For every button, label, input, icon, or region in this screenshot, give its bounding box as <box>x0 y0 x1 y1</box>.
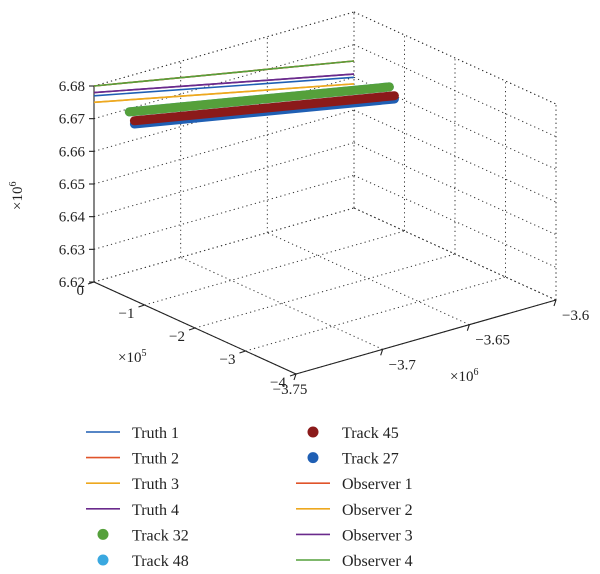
grid-line-floor-y <box>144 230 405 306</box>
legend: Truth 1 Truth 2 Truth 3 Truth 4 Track 32 Trac… <box>86 425 413 570</box>
grid-line-side-z <box>353 207 557 301</box>
legend-label-observer-4: Observer 4 <box>342 553 413 570</box>
legend-swatch-track-45 <box>307 426 319 438</box>
grid-line-back-z <box>93 76 355 152</box>
x-tick-label: −3.7 <box>389 357 417 373</box>
tick-labels: −3.75 −3.7 −3.65 −3.6 0 −1 −2 −3 −4 6.62 6.63 6.64 6… <box>59 79 590 398</box>
x-tick-mark <box>380 349 384 356</box>
z-tick-label: 6.62 <box>59 275 85 291</box>
legend-label-track-48: Track 48 <box>132 553 189 570</box>
y-tick-label: 0 <box>77 283 85 299</box>
y-tick-mark <box>239 350 246 354</box>
legend-label-truth-4: Truth 4 <box>132 502 179 519</box>
grid-line-top <box>93 11 355 87</box>
legend-label-track-27: Track 27 <box>342 451 399 468</box>
grid-line-floor-y <box>194 253 456 329</box>
grid-line-back-z <box>93 44 355 120</box>
grid-line-side-z <box>353 109 557 203</box>
grid-line-back-z <box>93 109 355 185</box>
z-tick-label: 6.65 <box>59 177 85 193</box>
series-track-32 <box>124 82 394 117</box>
series-layer <box>93 60 399 129</box>
x-axis-multiplier: ×106 <box>450 367 478 385</box>
grid-line-floor-x <box>267 232 470 326</box>
x-tick-mark <box>293 373 297 381</box>
legend-label-truth-1: Truth 1 <box>132 425 179 442</box>
legend-label-truth-2: Truth 2 <box>132 451 179 468</box>
z-tick-label: 6.64 <box>59 210 86 226</box>
grid-line-side-z <box>353 76 557 170</box>
grid-line-floor-x <box>180 256 383 350</box>
z-tick-label: 6.63 <box>59 242 85 258</box>
grid-line-floor-y <box>245 276 506 352</box>
series-observer-3 <box>93 73 355 94</box>
y-axis-multiplier: ×105 <box>118 348 146 366</box>
x-tick-mark <box>553 299 557 307</box>
y-tick-label: −2 <box>169 329 185 345</box>
x-tick-label: −3.75 <box>273 382 308 398</box>
legend-label-observer-3: Observer 3 <box>342 527 413 544</box>
legend-label-track-45: Track 45 <box>342 425 399 442</box>
legend-swatch-track-48 <box>97 554 109 566</box>
grid-line-side-z <box>353 44 557 138</box>
legend-label-truth-3: Truth 3 <box>132 476 179 493</box>
z-tick-label: 6.67 <box>59 112 86 128</box>
y-tick-mark <box>289 373 297 377</box>
legend-label-observer-1: Observer 1 <box>342 476 413 493</box>
x-tick-label: −3.65 <box>475 333 510 349</box>
series-truth-1 <box>93 76 355 97</box>
grid-line-back-z <box>93 207 355 283</box>
x-axis-line <box>295 299 557 375</box>
grid-line-side-z <box>353 174 557 268</box>
z-tick-label: 6.68 <box>59 79 85 95</box>
y-tick-mark <box>188 327 196 331</box>
series-observer-4 <box>93 60 355 87</box>
y-tick-mark <box>138 304 145 308</box>
series-observer-2 <box>93 83 355 104</box>
y-tick-label: −1 <box>119 306 135 322</box>
y-tick-label: −3 <box>220 352 236 368</box>
z-tick-label: 6.66 <box>59 144 86 160</box>
legend-label-track-32: Track 32 <box>132 527 189 544</box>
axes-lines <box>87 85 557 381</box>
x-tick-label: −3.6 <box>562 308 590 324</box>
z-axis-multiplier: ×106 <box>8 182 26 210</box>
x-tick-mark <box>466 324 470 331</box>
grid-line-back-z <box>93 142 355 218</box>
legend-swatch-track-27 <box>307 452 319 464</box>
legend-label-observer-2: Observer 2 <box>342 502 413 519</box>
grid-line-back-z <box>93 174 355 250</box>
y-tick-label: −4 <box>270 375 286 391</box>
series-track-45 <box>129 91 399 126</box>
grid-line-top <box>353 11 557 105</box>
grid-line-side-z <box>353 142 557 236</box>
legend-swatch-track-32 <box>97 528 109 540</box>
